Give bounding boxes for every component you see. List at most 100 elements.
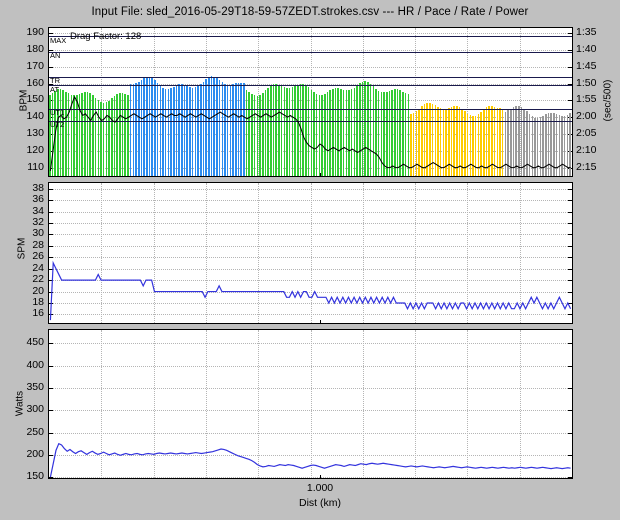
vgridline: [153, 28, 155, 176]
hr-zone-bar: [491, 106, 493, 176]
hr-zone-bar: [191, 87, 194, 176]
vgridline: [519, 183, 521, 323]
hr-zone-bar: [62, 90, 65, 176]
hr-zone-bar: [235, 83, 237, 176]
hr-zone-bar: [356, 85, 358, 176]
y-tick-mark: [49, 49, 53, 51]
y-tick-mark: [568, 410, 572, 412]
hr-zone-bar: [175, 85, 178, 176]
y-tick-mark: [49, 83, 53, 85]
vgridline: [467, 28, 469, 176]
y-tick-label: 28: [32, 238, 44, 251]
y-tick-label: 18: [32, 296, 44, 308]
vgridline: [310, 183, 312, 323]
x-tick-mark: [320, 475, 321, 479]
hr-zone-bar: [297, 84, 299, 176]
hr-zone-bar: [464, 111, 466, 176]
hr-zone-bar: [237, 82, 240, 176]
y-tick-mark: [49, 365, 53, 367]
y-tick-mark: [49, 477, 53, 478]
y-tick-label: 34: [32, 204, 44, 217]
hr-zone-bar: [210, 76, 213, 176]
hr-zone-bar: [272, 84, 275, 176]
hr-zone-bar: [550, 112, 552, 176]
hr-zone-bar: [453, 106, 455, 176]
hr-zone-bar: [243, 83, 245, 176]
hr-zone-bar: [194, 87, 197, 176]
watts-panel: [48, 329, 573, 479]
y-tick-label-right: 1:40: [576, 42, 597, 55]
hr-pace-panel: MAX AN TR AT UT1 UT2: [48, 27, 573, 177]
y-tick-mark: [568, 257, 572, 259]
hr-zone-label: UT1: [50, 108, 65, 118]
hr-zone-bar: [129, 83, 132, 176]
vgridline: [153, 330, 155, 478]
y-tick-mark: [49, 117, 53, 119]
hr-zone-bar: [197, 86, 199, 176]
hr-zone-bar: [294, 85, 296, 176]
y-tick-label-right: 1:35: [576, 26, 597, 38]
hr-zone-bar: [121, 93, 124, 176]
y-tick-mark: [568, 365, 572, 367]
hr-zone-line: [49, 120, 572, 122]
y-tick-mark: [568, 200, 572, 202]
hr-zone-bar: [221, 82, 224, 176]
hr-zone-bar: [520, 106, 523, 176]
hr-zone-bar: [364, 81, 366, 176]
hr-zone-label: AT: [50, 84, 60, 94]
y-tick-label: 130: [26, 127, 44, 139]
hr-zone-bar: [566, 114, 569, 176]
vgridline: [101, 183, 103, 323]
hr-zone-bar: [113, 96, 116, 176]
vgridline: [258, 330, 260, 478]
hr-zone-bar: [423, 103, 426, 176]
y-tick-label: 140: [26, 110, 44, 123]
hr-zone-bar: [539, 116, 542, 176]
hr-zone-bar: [208, 77, 210, 176]
page-title: Input File: sled_2016-05-29T18-59-57ZEDT…: [91, 6, 529, 18]
hr-zone-bar: [348, 90, 350, 176]
hr-zone-bar: [245, 90, 248, 176]
vgridline: [415, 330, 417, 478]
y-tick-mark: [568, 188, 572, 190]
y-tick-mark: [568, 66, 572, 68]
hr-zone-bar: [108, 100, 110, 176]
hr-zone-bar: [154, 80, 156, 176]
hr-zone-bar: [140, 80, 143, 176]
hr-zone-bar: [232, 84, 234, 176]
hr-zone-bar: [326, 92, 329, 176]
y-tick-label: 110: [27, 160, 44, 173]
hr-zone-bar: [445, 108, 447, 176]
hr-zone-bar: [569, 112, 571, 176]
hr-zone-bar: [205, 79, 207, 176]
hr-zone-bar: [67, 93, 70, 176]
hr-zone-bar: [402, 91, 404, 176]
y-tick-label: 170: [26, 59, 44, 72]
hr-zone-bar: [283, 87, 286, 176]
hr-zone-bar: [310, 89, 313, 176]
hr-zone-bar: [102, 102, 105, 176]
hr-zone-bar: [480, 111, 482, 176]
vgridline: [258, 183, 260, 323]
hr-zone-bar: [226, 84, 229, 176]
hr-zone-bar: [170, 88, 172, 176]
hr-zone-bar: [493, 106, 496, 176]
y-tick-label: 150: [26, 93, 44, 106]
spm-plot-area: [49, 183, 572, 323]
hr-zone-bar: [515, 105, 517, 176]
y-tick-mark: [49, 410, 53, 412]
hr-zone-bar: [127, 94, 129, 176]
watts-plot-area: [49, 330, 572, 478]
hr-zone-bar: [78, 93, 81, 176]
hr-zone-bar: [501, 108, 504, 176]
hr-zone-bar: [119, 93, 121, 176]
hr-zone-bar: [555, 113, 558, 176]
hr-zone-bar: [59, 89, 62, 176]
hr-zone-bar: [267, 87, 269, 176]
vgridline: [362, 330, 364, 478]
hr-zone-bar: [553, 113, 555, 176]
hr-zone-bar: [318, 95, 321, 176]
hr-zone-bar: [275, 84, 277, 176]
x-tick-label: 1.000: [306, 482, 334, 494]
hr-zone-bar: [332, 88, 334, 176]
